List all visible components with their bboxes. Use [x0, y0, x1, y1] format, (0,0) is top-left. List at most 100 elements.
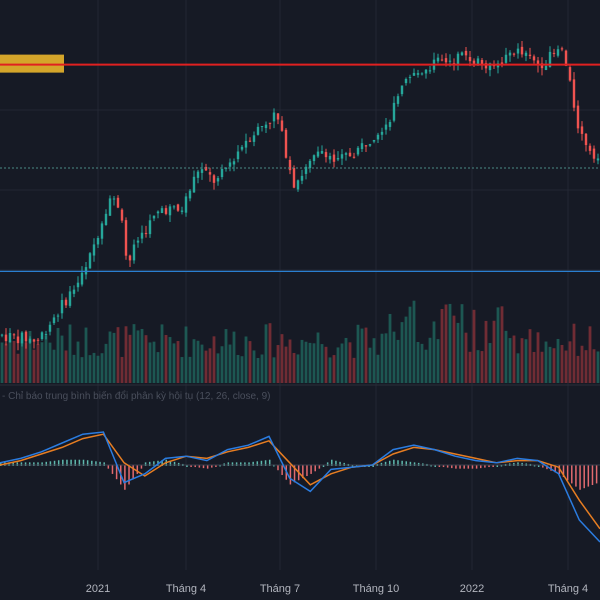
- candle-body: [528, 54, 532, 56]
- indicator-label: - Chỉ báo trung bình biến đổi phân kỳ hộ…: [2, 391, 271, 402]
- volume-bar: [160, 324, 164, 383]
- volume-bar: [100, 353, 104, 383]
- macd-histogram-bar: [562, 465, 565, 478]
- macd-histogram-bar: [248, 462, 250, 466]
- candle-body: [60, 300, 64, 314]
- macd-histogram-bar: [459, 465, 461, 469]
- candle-body: [552, 52, 556, 54]
- volume-bar: [268, 323, 272, 383]
- macd-histogram-bar: [372, 465, 374, 467]
- volume-bar: [68, 324, 72, 383]
- candle-body: [580, 126, 584, 134]
- candle-body: [360, 143, 364, 150]
- macd-histogram-bar: [306, 465, 308, 477]
- candle-body: [120, 209, 124, 221]
- volume-bar: [420, 343, 424, 383]
- volume-bar: [16, 353, 20, 383]
- volume-bar: [172, 343, 176, 383]
- candle-body: [568, 67, 572, 81]
- candle-body: [468, 57, 472, 62]
- candlestick-series: [0, 40, 600, 351]
- macd-histogram-bar: [513, 462, 515, 466]
- volume-bar: [304, 341, 308, 383]
- volume-bar: [296, 354, 300, 383]
- candle-body: [168, 206, 172, 216]
- macd-histogram-bar: [153, 461, 155, 466]
- candle-body: [404, 78, 408, 84]
- candle-body: [40, 332, 44, 340]
- candle-body: [284, 129, 288, 158]
- candle-body: [188, 190, 192, 199]
- volume-bar: [208, 348, 212, 383]
- x-axis-label: Tháng 7: [260, 583, 300, 595]
- candle-body: [304, 166, 308, 174]
- macd-histogram-bar: [521, 462, 523, 466]
- candle-body: [32, 339, 36, 342]
- candle-body: [520, 46, 524, 55]
- volume-bar: [528, 329, 532, 383]
- candle-body: [348, 152, 352, 157]
- macd-histogram-bar: [496, 465, 499, 467]
- macd-histogram-bar: [484, 465, 486, 468]
- volume-bar: [204, 350, 208, 383]
- volume-bar: [408, 306, 412, 383]
- candle-body: [388, 122, 392, 127]
- candle-body: [308, 160, 312, 169]
- macd-histogram-bar: [542, 465, 544, 468]
- macd-histogram-bar: [550, 465, 552, 471]
- candle-body: [216, 178, 220, 182]
- candle-body: [560, 48, 564, 50]
- volume-bar: [236, 354, 240, 383]
- candle-body: [172, 206, 176, 208]
- candle-body: [424, 69, 428, 74]
- macd-histogram-bar: [442, 465, 445, 468]
- candle-body: [504, 54, 508, 63]
- macd-histogram-bar: [8, 462, 10, 466]
- macd-histogram-bar: [24, 462, 27, 466]
- macd-histogram-bar: [244, 462, 246, 466]
- volume-bar: [356, 324, 360, 383]
- macd-histogram-bar: [471, 465, 474, 469]
- macd-histogram-bar: [252, 461, 254, 466]
- candle-body: [544, 65, 548, 70]
- candle-body: [492, 65, 496, 67]
- volume-bar: [112, 332, 116, 383]
- time-axis: 2021 Tháng 4 Tháng 7 Tháng 10 2022 Tháng 4: [86, 583, 588, 595]
- macd-histogram-bar: [111, 465, 114, 474]
- macd-histogram-bar: [566, 465, 569, 481]
- macd-histogram-bar: [417, 462, 420, 466]
- candle-body: [116, 197, 120, 208]
- candle-body: [92, 244, 96, 256]
- candle-body: [480, 59, 484, 66]
- volume-bar: [496, 307, 500, 383]
- candle-body: [204, 166, 208, 171]
- volume-bar: [456, 322, 460, 383]
- candle-body: [372, 140, 376, 142]
- macd-histogram-bar: [388, 460, 391, 466]
- volume-bar: [564, 350, 568, 383]
- candle-body: [472, 60, 476, 64]
- macd-histogram-bar: [41, 462, 43, 466]
- candle-body: [364, 145, 368, 147]
- macd-histogram-bar: [57, 460, 60, 466]
- macd-histogram-bar: [260, 460, 263, 466]
- price-levels: [0, 54, 600, 273]
- volume-bar: [504, 330, 508, 383]
- candle-body: [180, 210, 184, 212]
- volume-bar: [328, 357, 332, 383]
- volume-bar: [380, 333, 384, 383]
- volume-bar: [144, 335, 148, 383]
- candle-body: [56, 315, 60, 317]
- volume-bar: [520, 338, 524, 383]
- volume-bar: [344, 337, 348, 383]
- macd-histogram-bar: [314, 465, 316, 472]
- candle-body: [328, 155, 332, 160]
- volume-bar: [336, 347, 340, 383]
- candle-body: [592, 148, 596, 159]
- macd-histogram-bar: [480, 465, 482, 469]
- volume-bar: [308, 342, 312, 383]
- candle-body: [100, 223, 104, 239]
- volume-bar: [324, 346, 328, 383]
